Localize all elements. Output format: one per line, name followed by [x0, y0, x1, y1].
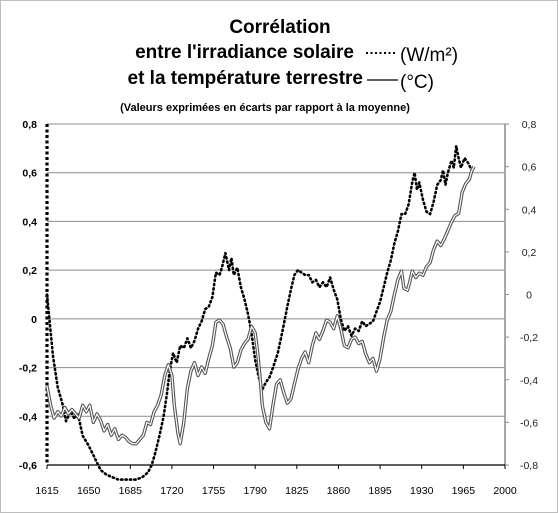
y-left-tick-label: 0,2	[22, 265, 37, 277]
y-left-tick-label: 0,4	[22, 216, 37, 228]
y-left-tick-label: -0,4	[19, 411, 37, 423]
legend-irradiance-unit: (W/m²)	[400, 45, 458, 66]
chart-title-line2: entre l'irradiance solaire	[135, 42, 354, 63]
y-right-tick-label: -0,2	[520, 332, 538, 344]
x-tick-label: 1930	[410, 485, 434, 497]
x-tick-label: 1720	[160, 485, 184, 497]
x-tick-label: 1965	[452, 485, 476, 497]
y-right-tick-label: 0,6	[522, 162, 537, 174]
y-left-tick-label: 0,6	[22, 168, 37, 180]
temperature-line-inner	[46, 166, 475, 445]
x-tick-label: 1685	[119, 485, 143, 497]
gridlines	[47, 123, 505, 466]
y-left-tick-label: 0,8	[22, 119, 37, 131]
y-right-tick-label: 0	[526, 290, 532, 302]
x-tick-label: 1650	[77, 485, 101, 497]
irradiance-line	[45, 144, 474, 481]
x-tick-label: 1895	[368, 485, 392, 497]
x-tick-label: 1790	[244, 485, 268, 497]
y-right-tick-label: -0,6	[520, 417, 538, 429]
y-left-tick-label: -0,2	[19, 363, 37, 375]
x-tick-label: 2000	[493, 485, 517, 497]
y-left-tick-label: 0	[31, 314, 37, 326]
y-left-tick-label: -0,6	[19, 460, 37, 472]
y-right-tick-label: 0,2	[522, 247, 537, 259]
y-right-tick-labels: 0,8 0,6 0,4 0,2 0 -0,2 -0,4 -0,6 -0,8	[505, 119, 538, 472]
y-right-tick-label: 0,4	[522, 204, 537, 216]
chart-subtitle: (Valeurs exprimées en écarts par rapport…	[120, 102, 410, 114]
y-left-tick-labels: 0,8 0,6 0,4 0,2 0 -0,2 -0,4 -0,6	[19, 119, 37, 472]
chart-title-line3: et la température terrestre	[128, 68, 364, 89]
x-tick-label: 1825	[285, 485, 309, 497]
x-tick-labels: 1615 1650 1685 1720 1755 1790 1825 1860 1895 1930…	[35, 465, 517, 497]
x-tick-label: 1860	[327, 485, 351, 497]
axes	[45, 124, 506, 466]
x-tick-label: 1615	[35, 485, 59, 497]
chart-title: Corrélation	[229, 17, 330, 38]
y-right-tick-label: -0,4	[520, 375, 538, 387]
series-layer	[45, 144, 476, 481]
y-right-tick-label: -0,8	[520, 460, 538, 472]
y-right-tick-label: 0,8	[522, 119, 537, 131]
legend-temperature-unit: (°C)	[400, 72, 434, 93]
temperature-line-outer	[45, 165, 476, 446]
x-tick-label: 1755	[202, 485, 226, 497]
